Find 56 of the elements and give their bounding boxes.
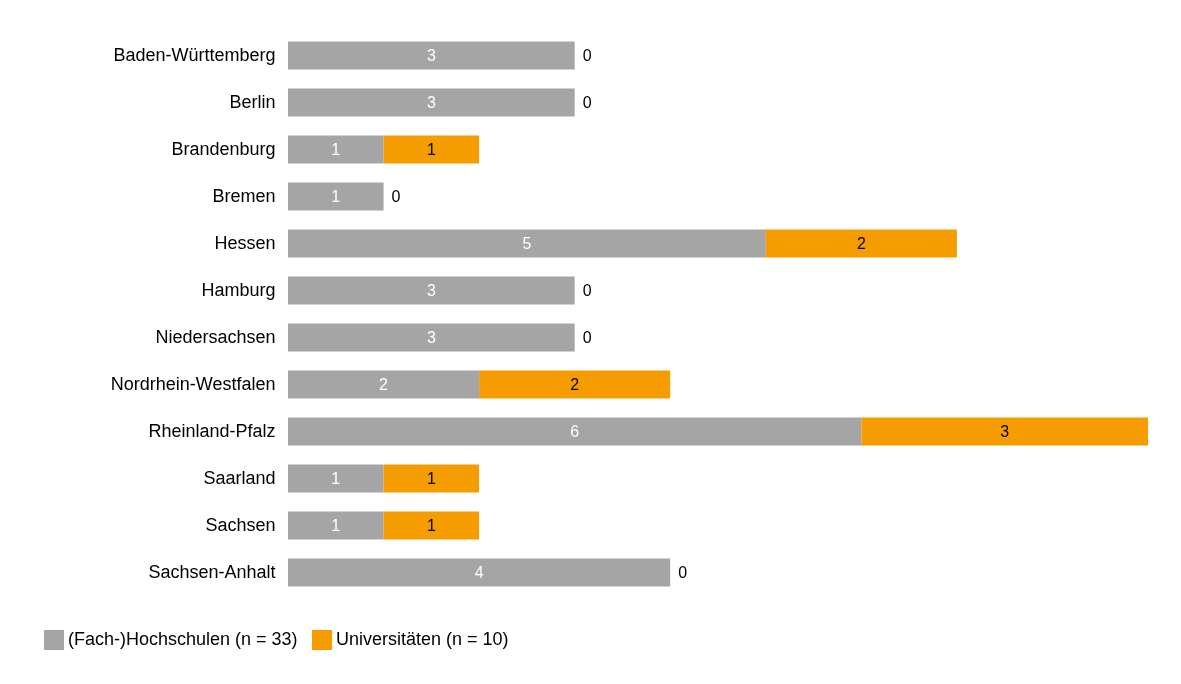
legend-label: Universitäten (n = 10) [336, 629, 509, 649]
bar [861, 417, 1148, 446]
data-label: 4 [474, 563, 484, 581]
bar [765, 229, 957, 258]
data-label: 5 [522, 234, 532, 252]
data-label: 1 [426, 516, 436, 534]
bar [288, 182, 384, 211]
data-label: 1 [426, 140, 436, 158]
bar [288, 135, 384, 164]
y-tick-label: Baden-Württemberg [113, 44, 276, 65]
bar [288, 229, 766, 258]
data-label: 3 [426, 93, 436, 111]
data-label: 3 [1000, 422, 1010, 440]
data-label: 0 [678, 563, 688, 581]
data-label: 1 [426, 469, 436, 487]
bar [383, 511, 480, 540]
bar [288, 276, 575, 305]
bar [288, 464, 384, 493]
data-label: 3 [426, 328, 436, 346]
bar [479, 370, 671, 399]
data-label: 3 [426, 46, 436, 64]
data-label: 2 [379, 375, 389, 393]
y-tick-label: Niedersachsen [155, 326, 276, 347]
data-label: 0 [391, 187, 401, 205]
bar [288, 370, 480, 399]
bar [288, 558, 671, 587]
data-label: 2 [570, 375, 580, 393]
y-tick-label: Berlin [229, 91, 276, 112]
data-label: 1 [331, 140, 341, 158]
y-tick-label: Sachsen-Anhalt [148, 561, 276, 582]
y-tick-label: Bremen [212, 185, 276, 206]
legend-label: (Fach-)Hochschulen (n = 33) [68, 629, 298, 649]
data-label: 2 [856, 234, 866, 252]
y-tick-label: Hamburg [201, 279, 276, 300]
data-label: 0 [582, 93, 592, 111]
data-label: 3 [426, 281, 436, 299]
y-tick-label: Rheinland-Pfalz [148, 420, 276, 441]
bar [288, 88, 575, 117]
bar [288, 417, 862, 446]
bar [383, 135, 480, 164]
data-label: 0 [582, 328, 592, 346]
data-label: 0 [582, 46, 592, 64]
y-tick-label: Brandenburg [171, 138, 276, 159]
data-label: 0 [582, 281, 592, 299]
y-tick-label: Hessen [214, 232, 276, 253]
data-label: 1 [331, 516, 341, 534]
bar [288, 511, 384, 540]
data-label: 1 [331, 187, 341, 205]
bar [288, 41, 575, 70]
bar [288, 323, 575, 352]
data-label: 1 [331, 469, 341, 487]
y-tick-label: Saarland [203, 467, 276, 488]
y-tick-label: Sachsen [205, 514, 276, 535]
y-tick-label: Nordrhein-Westfalen [110, 373, 276, 394]
bar [383, 464, 480, 493]
data-label: 6 [570, 422, 580, 440]
